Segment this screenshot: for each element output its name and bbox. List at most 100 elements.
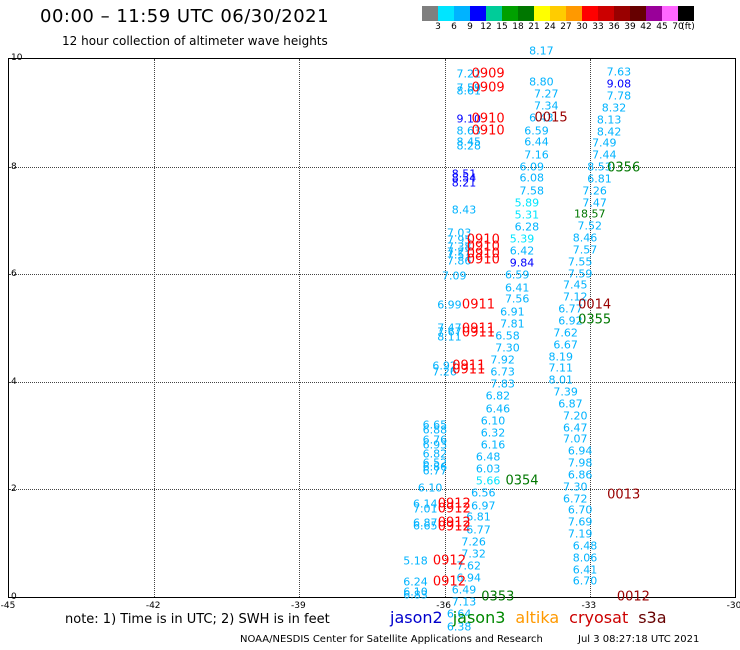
wave-height-value: 5.39 [509,232,535,246]
color-scale-label: 21 [528,22,540,32]
x-tick-label: -33 [581,601,597,611]
wave-height-value: 7.13 [451,595,477,609]
wave-height-value: 6.09 [519,160,544,174]
x-tick-label: -36 [436,601,451,611]
wave-height-value: 7.38 [446,240,472,254]
wave-height-value: 7.11 [548,361,574,375]
wave-height-value: 6.47 [563,421,588,435]
y-tick-label: 4 [11,376,17,387]
color-swatch [630,6,646,21]
wave-height-value: 6.67 [553,338,578,352]
wave-height-value: 8.42 [596,125,622,139]
wave-height-value: 6.42 [509,244,535,258]
y-tick-label: 8 [11,161,17,172]
wave-height-value: 5.18 [403,554,428,568]
page-subtitle: 12 hour collection of altimeter wave hei… [62,34,328,48]
wave-height-value: 7.44 [592,148,617,162]
color-swatch [486,6,502,21]
wave-height-value: 6.10 [403,585,428,599]
color-scale-label: 9 [467,22,473,32]
pass-time-label: 0015 [534,110,568,126]
wave-height-value: 6.87 [412,516,438,530]
pass-time-label: 0910 [471,123,505,139]
wave-height-value: 9.10 [456,112,482,126]
wave-height-value: 7.07 [563,432,588,446]
wave-height-value: 6.38 [446,620,472,634]
credit-text: NOAA/NESDIS Center for Satellite Applica… [240,634,543,645]
wave-height-value: 6.97 [471,499,496,513]
wave-height-value: 6.41 [504,281,530,295]
wave-height-value: 7.57 [572,243,598,257]
wave-height-value: 7.27 [533,87,559,101]
x-tick-label: -42 [145,601,161,611]
wave-height-value: 7.95 [446,233,472,247]
wave-height-value: 7.03 [446,226,472,240]
wave-height-value: 6.14 [412,497,438,511]
wave-height-value: 5.89 [514,196,540,210]
color-scale-label: 39 [624,22,636,32]
pass-time-label: 0910 [466,239,500,255]
wave-height-value: 7.98 [567,456,593,470]
pass-time-label: 0911 [452,358,486,374]
pass-time-label: 0355 [578,312,612,328]
wave-height-value: 6.65 [412,519,438,533]
legend-entry-jason3: jason3 [452,608,506,627]
wave-height-value: 6.92 [558,314,583,328]
wave-height-value: 6.16 [480,438,506,452]
color-scale-label: 6 [451,22,457,32]
wave-height-value: 6.76 [422,433,448,447]
grid-line-horizontal [9,274,735,276]
pass-time-label: 0014 [578,297,612,313]
x-tick-label: -30 [726,601,740,611]
wave-height-value: 8.28 [456,139,482,153]
wave-height-value: 8.19 [548,350,574,363]
color-swatch [582,6,598,21]
wave-height-value: 6.03 [475,462,501,476]
wave-height-value: 8.32 [601,101,627,115]
satellite-legend: jason2 jason3 altika cryosat s3a [390,608,677,627]
wave-height-value: 5.31 [514,208,540,222]
wave-height-value: 8.43 [451,203,477,217]
wave-height-value: 8.46 [572,231,598,245]
wave-height-value: 8.17 [529,44,554,58]
wave-height-value: 6.65 [422,418,448,432]
wave-height-value: 6.81 [466,510,491,524]
wave-height-value: 6.94 [567,444,593,458]
pass-time-label: 0012 [616,589,650,605]
wave-height-value: 7.45 [563,278,588,292]
color-scale-label: 33 [592,22,604,32]
color-scale-label: 70 [672,22,684,32]
wave-height-value: 7.62 [553,326,578,340]
wave-height-value: 7.27 [446,245,472,259]
wave-height-value: 6.46 [485,402,511,416]
footer-note: note: 1) Time is in UTC; 2) SWH is in fe… [65,612,330,627]
pass-time-label: 0912 [437,501,471,517]
wave-height-value: 6.70 [567,503,593,517]
wave-height-value: 6.73 [490,365,515,379]
wave-height-value: 6.77 [558,302,583,316]
wave-height-value: 9.08 [606,77,632,91]
wave-height-value: 7.55 [567,255,593,269]
wave-height-value: 6.08 [519,171,544,185]
wave-height-value: 8.63 [456,124,482,138]
wave-height-value: 6.81 [587,172,612,186]
pass-time-label: 0910 [466,252,500,268]
color-scale-label: 3 [435,22,441,32]
color-scale-bar [422,6,694,21]
wave-height-value: 6.49 [451,583,477,597]
y-tick-label: 2 [11,484,17,495]
wave-height-value: 9.84 [509,256,535,270]
wave-height-value: 7.22 [456,67,482,81]
color-scale-label: 36 [608,22,620,32]
wave-height-value: 6.87 [558,397,583,411]
wave-height-value: 6.83 [403,588,428,602]
wave-height-value: 7.12 [563,290,588,304]
wave-height-value: 8.11 [437,330,462,344]
wave-height-value: 6.28 [514,220,540,234]
pass-time-label: 0910 [466,246,500,262]
color-swatch [534,6,550,21]
wave-height-value: 7.39 [553,385,578,399]
wave-height-value: 8.45 [456,135,482,149]
wave-height-value: 6.86 [422,460,448,474]
x-tick-label: -45 [0,601,16,611]
